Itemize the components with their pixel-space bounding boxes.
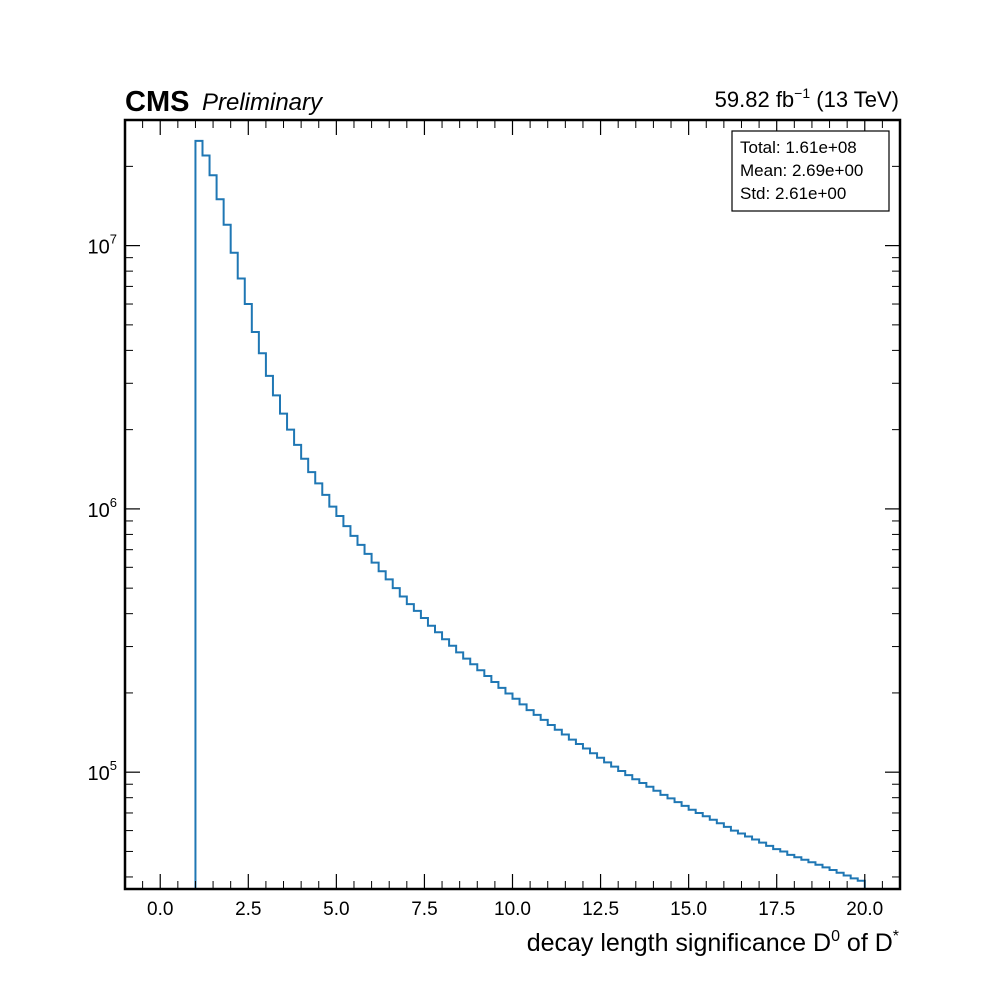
x-tick-label: 7.5 <box>411 899 437 920</box>
x-tick-label: 0.0 <box>147 899 173 920</box>
stats-box <box>731 130 890 212</box>
experiment-label: CMS <box>125 86 189 118</box>
histogram-line <box>194 139 866 889</box>
plot-frame <box>123 118 902 891</box>
x-tick-label: 15.0 <box>670 899 707 920</box>
x-tick-label: 12.5 <box>582 899 619 920</box>
luminosity-label: 59.82 fb−1 (13 TeV) <box>715 85 899 112</box>
stats-total: Total: 1.61e+08 <box>740 138 857 157</box>
axis-ticks: 0.0 2.5 5.0 7.5 10.0 12.5 15.0 17.5 20.0 105 106 10… <box>88 119 900 920</box>
x-axis-label: decay length significance D0 of D* <box>527 928 899 957</box>
x-tick-label: 10.0 <box>494 899 531 920</box>
x-tick-label: 20.0 <box>846 899 883 920</box>
stats-mean: Mean: 2.69e+00 <box>740 161 863 180</box>
x-tick-label: 2.5 <box>235 899 261 920</box>
y-tick-label: 107 <box>88 232 117 259</box>
stats-std: Std: 2.61e+00 <box>740 184 846 203</box>
y-tick-label: 105 <box>88 758 117 785</box>
status-label: Preliminary <box>202 89 324 116</box>
y-tick-label: 106 <box>88 495 117 522</box>
x-tick-label: 5.0 <box>323 899 349 920</box>
x-tick-label: 17.5 <box>758 899 795 920</box>
